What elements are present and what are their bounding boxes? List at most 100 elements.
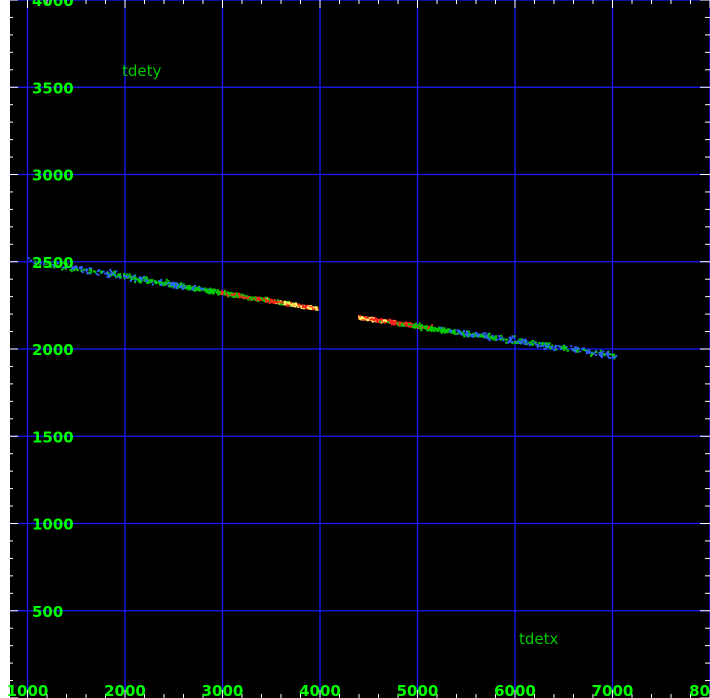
data-point	[143, 275, 146, 278]
data-point	[273, 300, 276, 303]
data-point	[301, 304, 304, 307]
data-point	[64, 262, 67, 265]
data-point	[226, 294, 229, 297]
data-point	[613, 356, 616, 359]
data-point	[413, 323, 416, 326]
data-point	[53, 264, 56, 267]
data-point	[196, 287, 199, 290]
y-tick-label-4000: 4000	[32, 0, 74, 10]
data-point	[554, 344, 557, 347]
data-point	[609, 353, 612, 356]
data-point	[495, 336, 498, 339]
data-point	[194, 289, 197, 292]
data-point	[308, 307, 311, 310]
data-point	[608, 353, 611, 356]
data-point	[45, 263, 48, 266]
data-point	[392, 321, 395, 324]
data-point	[415, 322, 418, 325]
data-point	[44, 260, 47, 263]
data-point	[107, 274, 110, 277]
data-point	[316, 308, 319, 311]
data-point	[175, 282, 178, 285]
data-point	[246, 295, 249, 298]
data-point	[167, 281, 170, 284]
data-point	[576, 347, 579, 350]
data-point	[197, 289, 200, 292]
data-point	[221, 291, 224, 294]
data-point	[376, 320, 379, 323]
data-point	[463, 330, 466, 333]
data-point	[471, 335, 474, 338]
data-point	[468, 333, 471, 336]
data-point	[583, 349, 586, 352]
data-point	[158, 282, 161, 285]
data-point	[70, 270, 73, 273]
data-point	[302, 305, 305, 308]
data-point	[236, 296, 239, 299]
data-point	[232, 293, 235, 296]
data-point	[365, 318, 368, 321]
data-point	[113, 272, 116, 275]
data-point	[118, 275, 121, 278]
data-point	[518, 338, 521, 341]
data-point	[441, 328, 444, 331]
data-point	[358, 317, 361, 320]
data-point	[90, 271, 93, 274]
data-point	[98, 269, 101, 272]
data-point	[286, 304, 289, 307]
data-point	[250, 298, 253, 301]
data-point	[528, 341, 531, 344]
data-point	[372, 320, 375, 323]
data-point	[231, 295, 234, 298]
data-point	[102, 270, 105, 273]
data-point	[280, 300, 283, 303]
data-point	[96, 270, 99, 273]
data-point	[601, 353, 604, 356]
data-point	[598, 354, 601, 357]
data-point	[123, 274, 126, 277]
data-point	[257, 298, 260, 301]
data-point	[472, 335, 475, 338]
data-point	[195, 288, 198, 291]
data-point	[305, 305, 308, 308]
data-point	[211, 291, 214, 294]
data-point	[382, 320, 385, 323]
data-point	[293, 302, 296, 305]
x-tick-label-5000: 5000	[397, 682, 439, 698]
data-point	[476, 333, 479, 336]
data-point	[192, 285, 195, 288]
data-point	[216, 289, 219, 292]
data-point	[284, 303, 287, 306]
data-point	[88, 267, 91, 270]
data-point	[379, 319, 382, 322]
data-point	[141, 277, 144, 280]
data-point	[113, 270, 116, 273]
data-point	[140, 279, 143, 282]
data-point	[412, 326, 415, 329]
data-point	[424, 326, 427, 329]
data-point	[606, 354, 609, 357]
data-point	[408, 323, 411, 326]
data-point	[34, 260, 37, 263]
data-point	[527, 342, 530, 345]
data-point	[107, 273, 110, 276]
data-point	[543, 342, 546, 345]
data-point	[126, 273, 129, 276]
data-point	[209, 289, 212, 292]
data-point	[128, 273, 131, 276]
data-point	[212, 288, 215, 291]
data-point	[414, 326, 417, 329]
data-point	[517, 340, 520, 343]
data-point	[305, 306, 308, 309]
data-point	[566, 349, 569, 352]
data-point	[257, 297, 260, 300]
data-point	[143, 279, 146, 282]
data-point	[511, 340, 514, 343]
data-point	[213, 290, 216, 293]
data-point	[248, 296, 251, 299]
data-point	[375, 318, 378, 321]
data-point	[226, 291, 229, 294]
data-point	[541, 342, 544, 345]
data-point	[404, 324, 407, 327]
data-point	[443, 331, 446, 334]
